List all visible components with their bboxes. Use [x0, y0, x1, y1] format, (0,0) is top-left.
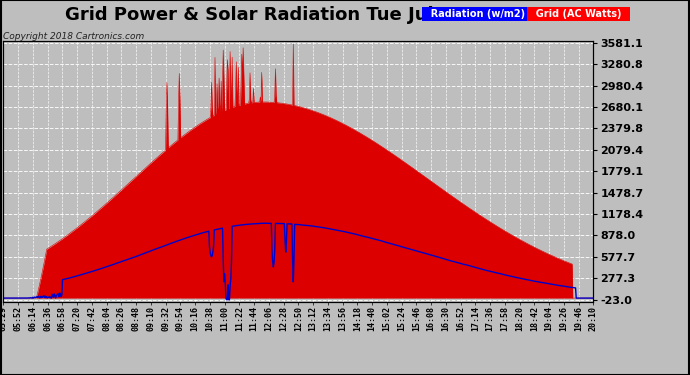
Text: Grid Power & Solar Radiation Tue Jul 17 20:28: Grid Power & Solar Radiation Tue Jul 17 …: [65, 6, 529, 24]
Text: Radiation (w/m2): Radiation (w/m2): [424, 9, 532, 20]
Text: Grid (AC Watts): Grid (AC Watts): [529, 9, 628, 20]
Text: Copyright 2018 Cartronics.com: Copyright 2018 Cartronics.com: [3, 32, 145, 41]
